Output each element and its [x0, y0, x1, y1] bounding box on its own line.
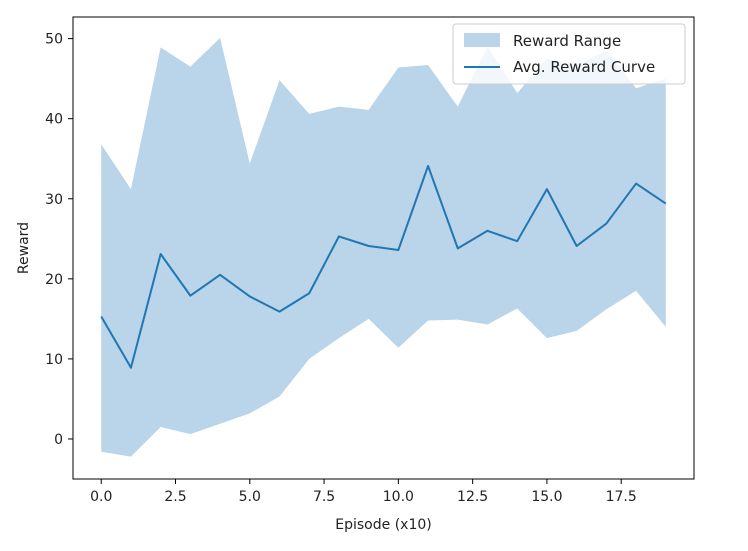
legend-swatch-reward-range [464, 33, 500, 47]
y-tick-label: 30 [45, 192, 63, 208]
x-axis-label: Episode (x10) [335, 517, 431, 533]
x-tick-label: 17.5 [606, 489, 637, 505]
axes: 0.0 2.5 5.0 7.5 10.0 12.5 15.0 17.5 0 10 20 30 40 50 [45, 16, 695, 505]
avg-reward-line [100, 164, 667, 369]
y-tick-label: 20 [45, 272, 63, 288]
plot-frame [72, 16, 695, 480]
legend-box [452, 23, 686, 85]
plot-area [100, 37, 667, 457]
y-axis-label: Reward [16, 222, 32, 274]
legend: Reward Range Avg. Reward Curve [452, 23, 686, 85]
y-tick-label: 50 [45, 32, 63, 48]
legend-label-avg-reward: Avg. Reward Curve [513, 58, 655, 76]
x-tick-label: 12.5 [457, 489, 488, 505]
x-tick-label: 5.0 [239, 489, 261, 505]
x-tick-label: 0.0 [90, 489, 112, 505]
y-tick-label: 0 [54, 432, 63, 448]
legend-label-reward-range: Reward Range [513, 32, 621, 50]
x-tick-label: 10.0 [383, 489, 414, 505]
x-tick-label: 7.5 [313, 489, 335, 505]
y-tick-label: 40 [45, 112, 63, 128]
y-tick-label: 10 [45, 352, 63, 368]
x-tick-label: 15.0 [531, 489, 562, 505]
x-tick-label: 2.5 [164, 489, 186, 505]
